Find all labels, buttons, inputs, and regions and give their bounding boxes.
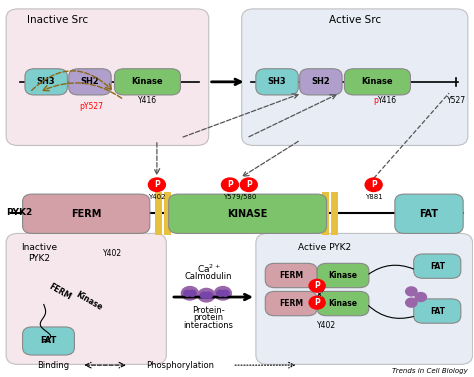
Circle shape xyxy=(200,292,208,298)
Text: Active PYK2: Active PYK2 xyxy=(298,243,351,252)
Circle shape xyxy=(214,287,231,300)
FancyBboxPatch shape xyxy=(25,69,67,95)
Text: SH2: SH2 xyxy=(311,77,330,86)
Text: Inactive Src: Inactive Src xyxy=(27,15,89,25)
Circle shape xyxy=(189,290,196,296)
Text: Kinase: Kinase xyxy=(132,77,163,86)
Text: SH3: SH3 xyxy=(268,77,286,86)
Circle shape xyxy=(406,298,417,307)
Text: FERM: FERM xyxy=(47,282,73,301)
Circle shape xyxy=(406,287,417,296)
Text: Binding: Binding xyxy=(37,361,69,369)
Text: FAT: FAT xyxy=(430,262,445,271)
Text: FAT: FAT xyxy=(40,337,57,345)
FancyBboxPatch shape xyxy=(414,254,461,278)
FancyBboxPatch shape xyxy=(317,264,369,288)
Text: Ca$^{2+}$: Ca$^{2+}$ xyxy=(197,263,220,275)
FancyBboxPatch shape xyxy=(256,69,298,95)
FancyBboxPatch shape xyxy=(6,233,166,365)
Text: P: P xyxy=(314,281,320,290)
FancyBboxPatch shape xyxy=(23,194,150,233)
FancyBboxPatch shape xyxy=(317,291,369,316)
Text: Y402: Y402 xyxy=(317,321,336,330)
FancyBboxPatch shape xyxy=(169,194,327,233)
Text: FERM: FERM xyxy=(279,271,303,280)
FancyBboxPatch shape xyxy=(155,192,162,235)
Circle shape xyxy=(217,290,224,296)
FancyBboxPatch shape xyxy=(23,327,74,355)
FancyBboxPatch shape xyxy=(265,264,317,288)
Circle shape xyxy=(221,290,229,296)
Circle shape xyxy=(415,293,427,302)
Text: Y881: Y881 xyxy=(365,194,383,200)
Text: Y416: Y416 xyxy=(138,96,157,105)
Circle shape xyxy=(365,178,382,192)
FancyBboxPatch shape xyxy=(265,291,317,316)
Circle shape xyxy=(198,288,215,302)
Text: Y402: Y402 xyxy=(102,250,122,259)
FancyBboxPatch shape xyxy=(395,194,463,233)
Circle shape xyxy=(309,279,325,292)
FancyBboxPatch shape xyxy=(115,69,181,95)
Text: SH3: SH3 xyxy=(37,77,55,86)
Text: FERM: FERM xyxy=(279,299,303,308)
FancyBboxPatch shape xyxy=(256,233,473,365)
FancyBboxPatch shape xyxy=(345,69,410,95)
Circle shape xyxy=(182,287,198,300)
Text: Inactive
PYK2: Inactive PYK2 xyxy=(21,243,57,263)
Text: P: P xyxy=(246,180,252,189)
Text: FAT: FAT xyxy=(430,307,445,316)
Text: P: P xyxy=(371,180,376,189)
Text: Trends in Cell Biology: Trends in Cell Biology xyxy=(392,368,468,374)
Text: pY527: pY527 xyxy=(79,103,103,112)
Circle shape xyxy=(148,178,165,192)
Text: Phosphorylation: Phosphorylation xyxy=(146,361,214,369)
Circle shape xyxy=(184,290,191,296)
Circle shape xyxy=(240,178,257,192)
FancyBboxPatch shape xyxy=(322,192,329,235)
FancyBboxPatch shape xyxy=(69,69,111,95)
Text: P: P xyxy=(314,298,320,307)
Text: Y402: Y402 xyxy=(148,194,165,200)
Text: P: P xyxy=(154,180,160,189)
Text: Protein-: Protein- xyxy=(192,306,225,315)
Text: Kinase: Kinase xyxy=(328,299,357,308)
Text: FERM: FERM xyxy=(71,209,101,219)
Text: Calmodulin: Calmodulin xyxy=(185,272,232,281)
Text: PYK2: PYK2 xyxy=(6,208,32,217)
Text: KINASE: KINASE xyxy=(228,209,268,219)
FancyBboxPatch shape xyxy=(414,299,461,323)
Text: Kinase: Kinase xyxy=(328,271,357,280)
Text: P: P xyxy=(227,180,233,189)
Circle shape xyxy=(205,292,212,298)
Text: Y579/580: Y579/580 xyxy=(223,194,256,200)
FancyBboxPatch shape xyxy=(331,192,338,235)
FancyBboxPatch shape xyxy=(164,192,171,235)
Text: p: p xyxy=(374,96,378,105)
Text: Y527: Y527 xyxy=(447,96,465,105)
Text: Kinase: Kinase xyxy=(74,290,103,312)
Text: Active Src: Active Src xyxy=(329,15,381,25)
FancyBboxPatch shape xyxy=(242,9,468,146)
Circle shape xyxy=(309,296,325,309)
FancyBboxPatch shape xyxy=(300,69,342,95)
FancyBboxPatch shape xyxy=(6,9,209,146)
Text: interactions: interactions xyxy=(184,320,234,329)
Text: SH2: SH2 xyxy=(81,77,100,86)
Text: FAT: FAT xyxy=(419,209,438,219)
Text: Kinase: Kinase xyxy=(362,77,393,86)
Text: protein: protein xyxy=(194,313,224,322)
Circle shape xyxy=(221,178,238,192)
Text: Y416: Y416 xyxy=(378,96,398,105)
